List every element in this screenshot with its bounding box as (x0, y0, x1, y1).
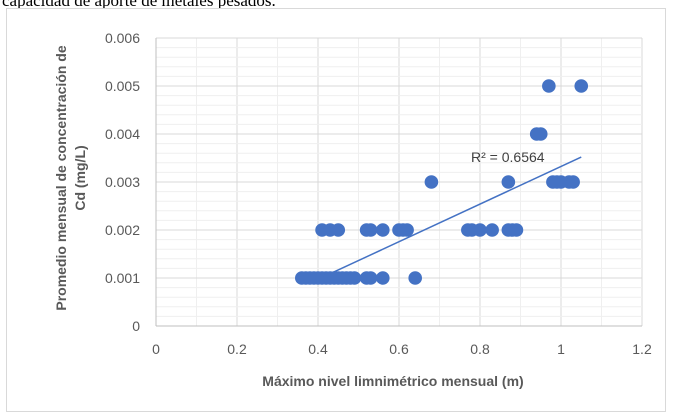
data-point (485, 223, 499, 237)
y-tick-label: 0.004 (105, 126, 140, 142)
data-point (533, 127, 548, 141)
x-axis-title: Máximo nivel limnimétrico mensual (m) (262, 373, 523, 389)
x-tick-label: 0.6 (389, 341, 409, 357)
header-text: capacidad de aporte de metales pesados. (2, 0, 276, 10)
y-tick-label: 0.006 (105, 30, 140, 46)
data-point (542, 79, 556, 93)
y-tick-label: 0 (132, 318, 140, 334)
data-point (574, 79, 589, 93)
x-tick-label: 0.2 (227, 341, 247, 357)
data-point (363, 223, 378, 237)
data-point (501, 175, 516, 189)
r-squared-annotation: R² = 0.6564 (471, 149, 545, 165)
x-tick-label: 1.2 (632, 341, 652, 357)
y-tick-label: 0.001 (105, 270, 140, 286)
trendline (325, 156, 582, 277)
data-point (331, 223, 346, 237)
x-tick-label: 0 (152, 341, 160, 357)
chart-frame (6, 8, 666, 412)
x-tick-label: 0.8 (470, 341, 490, 357)
data-point (408, 271, 423, 285)
x-tick-label: 1 (557, 341, 565, 357)
y-tick-label: 0.002 (105, 222, 140, 238)
axes (155, 38, 642, 327)
tick-labels: 0 0.2 0.4 0.6 0.8 1 1.2 0 0.001 0.002 0.003 0.004 0.… (105, 30, 652, 357)
data-point (347, 271, 362, 285)
trendline-group (325, 156, 582, 277)
x-tick-label: 0.4 (308, 341, 328, 357)
data-point (473, 223, 487, 237)
y-tick-label: 0.003 (105, 174, 140, 190)
data-point (424, 175, 439, 189)
data-point (363, 271, 378, 285)
data-point (376, 271, 390, 285)
y-tick-label: 0.005 (105, 78, 140, 94)
data-point (509, 223, 524, 237)
y-axis-title: Promedio mensual de concentración de Cd (… (53, 45, 88, 311)
data-points (295, 79, 589, 285)
data-point (566, 175, 580, 189)
data-point (400, 223, 414, 237)
data-point (376, 223, 390, 237)
